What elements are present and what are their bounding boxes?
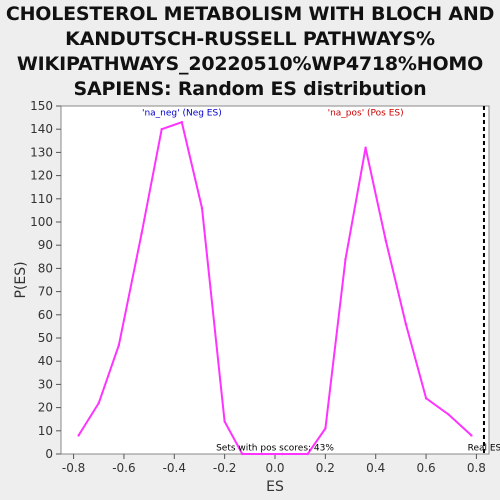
annotation-label: 'na_neg' (Neg ES) [142, 108, 222, 118]
data-point [160, 128, 163, 131]
y-tick-label: 30 [38, 377, 53, 391]
y-tick-label: 140 [30, 122, 53, 136]
annotation-layer: 'na_neg' (Neg ES) 'na_pos' (Pos ES) Sets w… [142, 108, 500, 453]
annotation-label: Sets with pos scores: 43% [216, 444, 334, 454]
data-point [241, 452, 244, 456]
y-tick-label: 40 [38, 354, 53, 368]
data-point [261, 452, 264, 456]
annotation-label: 'na_pos' (Pos ES) [328, 108, 404, 118]
chart-title-line-2: KANDUTSCH-RUSSELL PATHWAYS% [65, 28, 435, 50]
y-tick-label: 100 [30, 215, 53, 229]
data-point [140, 232, 143, 235]
y-tick-label: 150 [30, 99, 53, 113]
y-axis-label: P(ES) [13, 261, 29, 298]
x-tick-label: -0.6 [112, 461, 135, 475]
x-tick-label: 0.4 [366, 461, 385, 475]
data-point [404, 322, 408, 326]
data-point [306, 452, 309, 456]
data-point [223, 420, 226, 423]
x-tick-label: 0.8 [467, 461, 486, 475]
y-tick-label: 0 [45, 447, 53, 461]
y-axis: 0 10 20 30 40 50 60 70 80 90 100 110 120 130 140 150 [30, 99, 61, 461]
x-tick-label: -0.4 [163, 461, 186, 475]
data-point [281, 452, 284, 456]
data-point [384, 239, 387, 242]
chart-title-line-1: CHOLESTEROL METABOLISM WITH BLOCH AND [5, 3, 495, 25]
x-axis-label: ES [266, 479, 284, 495]
chart-title-line-4: SAPIENS: Random ES distribution [73, 78, 427, 100]
annotation-label: Real ES [468, 444, 500, 454]
data-point [324, 427, 327, 430]
y-tick-label: 80 [38, 261, 53, 275]
x-tick-label: -0.8 [62, 461, 85, 475]
data-point [364, 146, 367, 149]
x-tick-label: 0.2 [316, 461, 335, 475]
chart-title-line-3: WIKIPATHWAYS_20220510%WP4718%HOMO [16, 53, 484, 75]
plot-area [60, 105, 490, 455]
data-point [424, 397, 428, 400]
series-layer [77, 106, 485, 456]
data-point [97, 401, 100, 405]
data-point [117, 343, 121, 347]
y-tick-label: 90 [38, 238, 53, 252]
chart-title: CHOLESTEROL METABOLISM WITH BLOCH AND KA… [0, 2, 500, 102]
data-point [200, 206, 204, 210]
data-point [344, 257, 347, 261]
y-tick-label: 50 [38, 331, 53, 345]
y-tick-label: 20 [38, 401, 53, 415]
x-tick-label: 0.6 [417, 461, 436, 475]
y-tick-label: 60 [38, 308, 53, 322]
data-point [180, 121, 184, 124]
x-tick-label: 0.0 [265, 461, 284, 475]
data-point [77, 434, 80, 437]
x-tick-label: -0.2 [213, 461, 236, 475]
data-point [447, 413, 450, 416]
y-tick-label: 10 [38, 424, 53, 438]
es-distribution-line [77, 120, 473, 455]
x-axis: -0.8 -0.6 -0.4 -0.2 0.0 0.2 0.4 0.6 0.8 [62, 454, 486, 475]
y-tick-label: 130 [30, 145, 53, 159]
y-tick-label: 120 [30, 169, 53, 183]
data-point [470, 434, 473, 437]
y-tick-label: 70 [38, 285, 53, 299]
y-tick-label: 110 [30, 192, 53, 206]
